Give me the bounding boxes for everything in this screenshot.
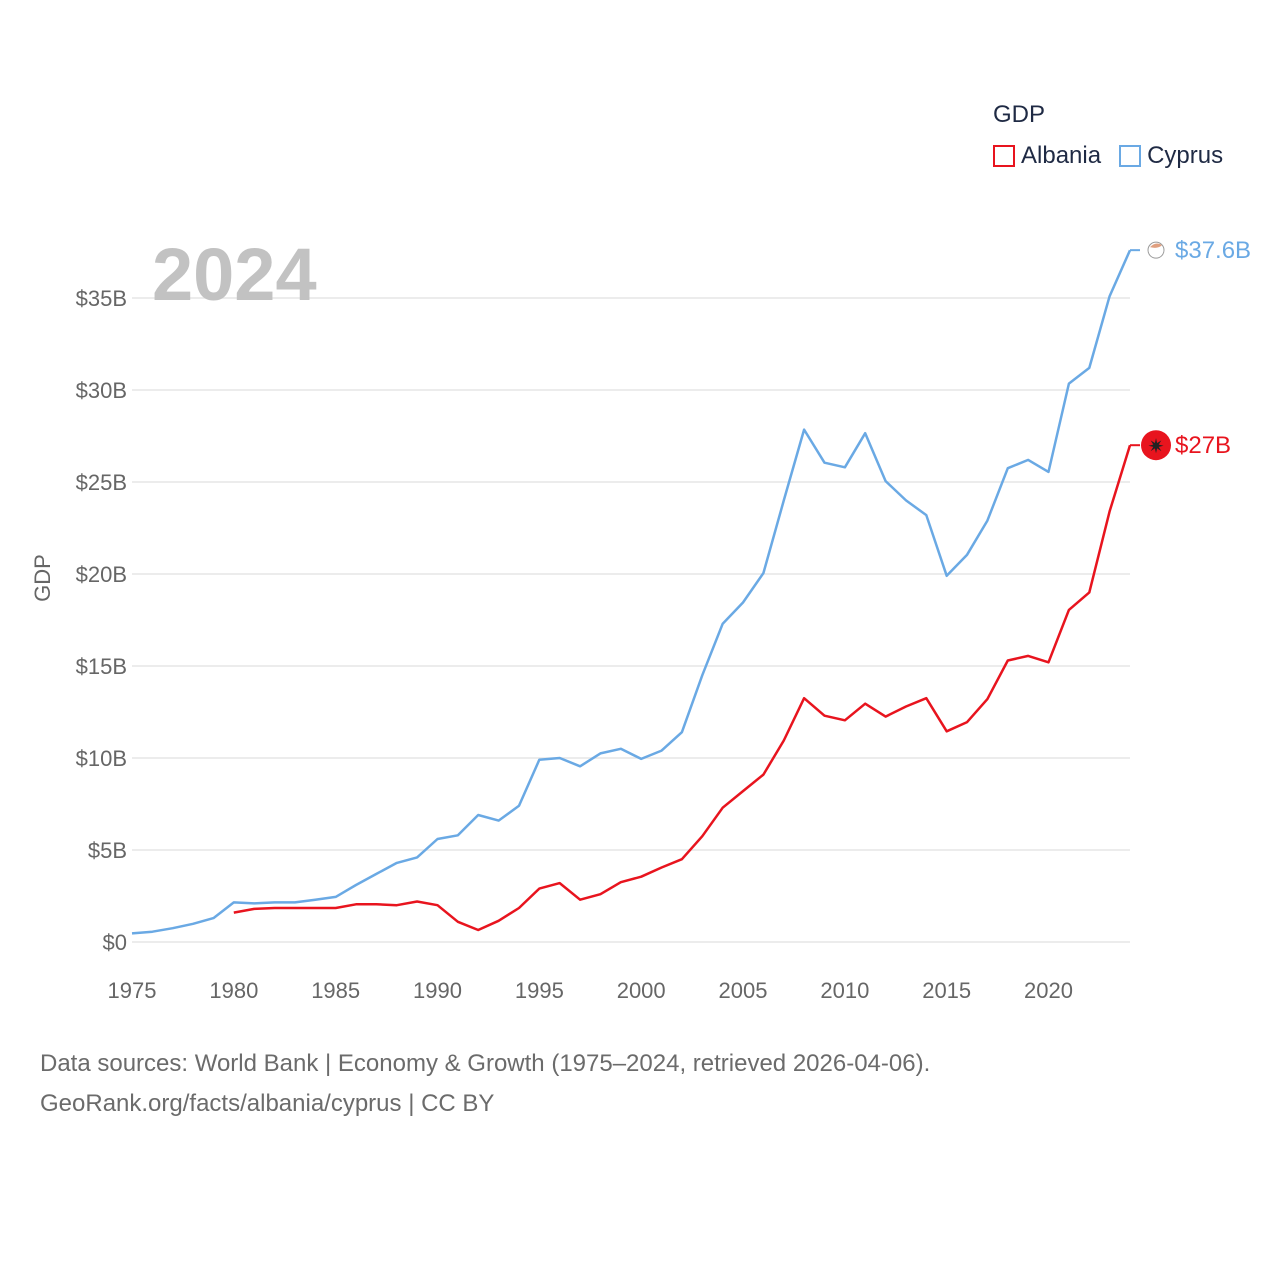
x-tick-label: 2005: [719, 978, 768, 1003]
x-tick-label: 1975: [108, 978, 157, 1003]
y-tick-label: $20B: [76, 562, 127, 587]
x-tick-label: 1980: [209, 978, 258, 1003]
flag-eagle-icon: ✷: [1148, 434, 1165, 458]
y-tick-label: $0: [103, 930, 127, 955]
x-tick-label: 2000: [617, 978, 666, 1003]
flag-marker-albania: [1141, 430, 1171, 461]
legend-swatch-cyprus: [1119, 145, 1142, 167]
x-tick-label: 2015: [922, 978, 971, 1003]
x-tick-label: 1985: [311, 978, 360, 1003]
y-tick-label: $30B: [76, 378, 127, 403]
legend-label-albania: Albania: [1021, 142, 1102, 169]
end-value-label-albania: $27B: [1175, 432, 1231, 459]
end-value-label-cyprus: $37.6B: [1175, 237, 1251, 264]
x-tick-label: 2010: [820, 978, 869, 1003]
legend-item-albania[interactable]: Albania: [993, 142, 1101, 170]
legend: Albania Cyprus: [993, 142, 1223, 170]
legend-swatch-albania: [993, 145, 1015, 167]
y-tick-label: $25B: [76, 470, 127, 495]
series-line-cyprus: [131, 249, 1132, 935]
x-tick-label: 1995: [515, 978, 564, 1003]
flag-island-icon: [1150, 243, 1162, 248]
y-tick-label: $15B: [76, 654, 127, 679]
x-tick-label: 2020: [1024, 978, 1073, 1003]
x-tick-label: 1990: [413, 978, 462, 1003]
y-tick-label: $10B: [76, 746, 127, 771]
y-axis-label: GDP: [30, 554, 55, 602]
series-line-albania: [233, 444, 1132, 932]
year-watermark: 2024: [152, 233, 317, 316]
legend-label-cyprus: Cyprus: [1147, 142, 1224, 169]
source-line-2: GeoRank.org/facts/albania/cyprus | CC BY: [40, 1090, 495, 1117]
legend-item-cyprus[interactable]: Cyprus: [1119, 142, 1223, 170]
legend-title: GDP: [993, 101, 1046, 128]
y-tick-label: $35B: [76, 286, 127, 311]
source-note: Data sources: World Bank | Economy & Gro…: [40, 1044, 930, 1124]
y-tick-label: $5B: [88, 838, 127, 863]
source-line-1: Data sources: World Bank | Economy & Gro…: [40, 1050, 931, 1077]
